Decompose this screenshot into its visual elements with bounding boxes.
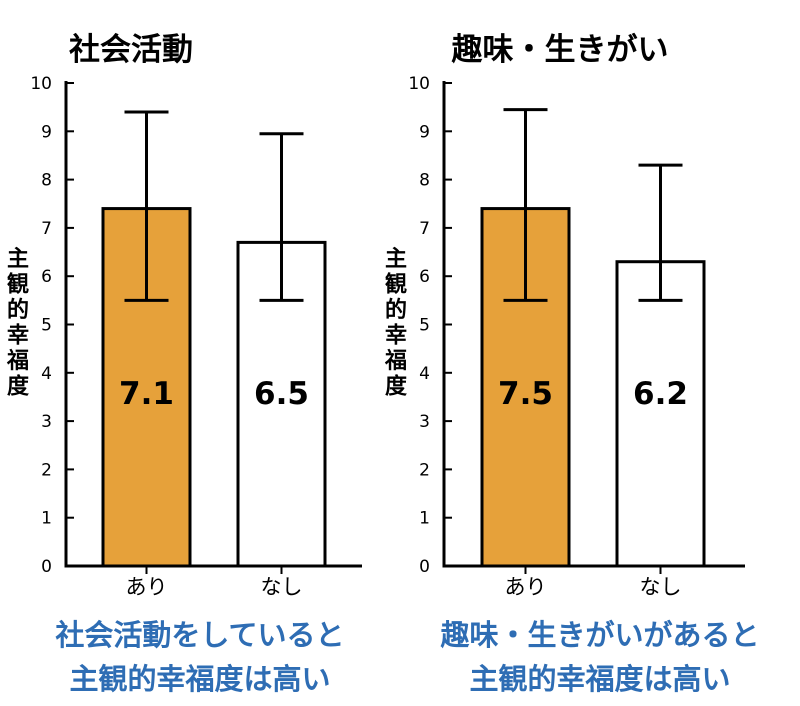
y-tick-label: 7: [419, 219, 430, 239]
y-tick-label: 6: [41, 267, 52, 287]
y-tick-label: 0: [41, 557, 52, 577]
y-tick-label: 6: [419, 267, 430, 287]
caption-right-line1: 趣味・生きがいがあると: [440, 618, 760, 652]
value-label-0: 7.1: [119, 376, 174, 412]
y-tick-label: 1: [41, 509, 52, 529]
value-label-0: 7.5: [498, 376, 553, 412]
y-axis-label: 主観的幸福度: [384, 247, 408, 400]
y-tick-label: 9: [41, 122, 52, 142]
y-tick-label: 7: [41, 219, 52, 239]
y-tick-label: 4: [419, 364, 430, 384]
y-tick-label: 9: [419, 122, 430, 142]
x-tick-label-0: あり: [505, 575, 547, 599]
x-tick-label-0: あり: [126, 575, 168, 599]
y-tick-label: 2: [41, 460, 52, 480]
y-tick-label: 10: [30, 74, 52, 94]
x-tick-label-1: なし: [261, 575, 303, 599]
chart-title: 趣味・生きがい: [452, 32, 669, 68]
y-tick-label: 0: [419, 557, 430, 577]
bar-1: [615, 260, 706, 568]
chart-title: 社会活動: [69, 32, 193, 68]
value-label-1: 6.5: [254, 376, 309, 412]
y-axis-label: 主観的幸福度: [6, 247, 30, 400]
y-tick-label: 1: [419, 509, 430, 529]
caption-left-line1: 社会活動をしていると: [55, 618, 345, 652]
y-tick-label: 4: [41, 364, 52, 384]
y-tick-label: 8: [419, 171, 430, 191]
y-tick-label: 10: [408, 74, 430, 94]
caption-left: 社会活動をしていると 主観的幸福度は高い: [0, 613, 400, 701]
y-tick-label: 5: [41, 316, 52, 336]
x-tick-label-1: なし: [640, 575, 682, 599]
caption-right: 趣味・生きがいがあると 主観的幸福度は高い: [400, 613, 800, 701]
value-label-1: 6.2: [633, 376, 688, 412]
caption-left-line2: 主観的幸福度は高い: [69, 662, 331, 696]
y-tick-label: 3: [419, 412, 430, 432]
caption-right-line2: 主観的幸福度は高い: [469, 662, 731, 696]
y-tick-label: 3: [41, 412, 52, 432]
y-tick-label: 2: [419, 460, 430, 480]
y-tick-label: 8: [41, 171, 52, 191]
y-tick-label: 5: [419, 316, 430, 336]
